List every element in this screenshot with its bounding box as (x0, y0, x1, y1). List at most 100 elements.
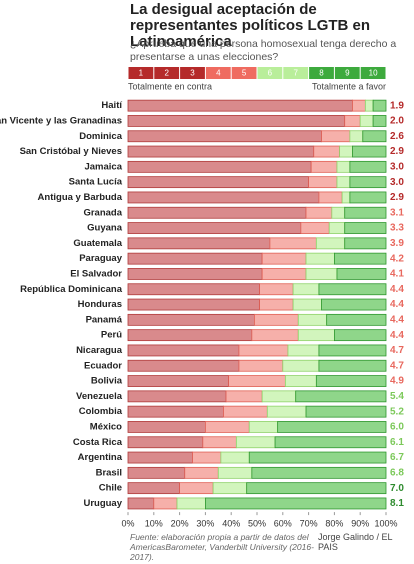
bar-segment (235, 436, 276, 449)
y-tick-label: Brasil (96, 467, 122, 478)
bar-segment (266, 405, 307, 418)
y-tick-label: Uruguay (83, 498, 122, 509)
bar-segment (318, 344, 387, 357)
y-tick-label: Jamaica (84, 161, 122, 172)
y-tick-label: Panamá (86, 314, 123, 325)
y-tick-label: Perú (101, 330, 122, 341)
bar-segment (321, 130, 351, 143)
bar-segment (153, 497, 178, 510)
legend-label: 9 (345, 69, 350, 78)
y-tick-label: Nicaragua (76, 345, 123, 356)
score-label: 6.1 (390, 437, 404, 448)
bar-segment (251, 466, 387, 479)
bar-segment (238, 359, 284, 372)
x-tick-label: 60% (274, 518, 292, 528)
legend-swatch (360, 67, 386, 79)
legend-label: 8 (319, 69, 324, 78)
legend-label: 6 (268, 69, 273, 78)
bar-segment (349, 176, 387, 189)
score-label: 6.8 (390, 467, 404, 478)
y-tick-label: Venezuela (76, 391, 123, 402)
score-label: 2.9 (390, 192, 404, 203)
bar-segment (212, 482, 248, 495)
y-tick-label: Colombia (79, 406, 123, 417)
score-label: 4.4 (390, 314, 404, 325)
bar-segment (127, 405, 224, 418)
bar-segment (277, 421, 387, 433)
bar-segment (204, 497, 387, 510)
bar-segment (318, 359, 387, 372)
bar-segment (127, 421, 206, 433)
bar-segment (349, 160, 387, 173)
bar-segment (344, 206, 387, 219)
bar-segment (349, 191, 387, 204)
x-tick-label: 100% (374, 518, 397, 528)
y-tick-label: Ecuador (84, 360, 122, 371)
score-label: 2.9 (390, 146, 404, 157)
y-tick-label: República Dominicana (20, 284, 123, 295)
bar-segment (127, 359, 240, 372)
bar-segment (127, 176, 310, 189)
bar-segment (297, 329, 335, 342)
bar-segment (305, 268, 338, 280)
bar-segment (127, 482, 180, 495)
bar-segment (295, 390, 387, 403)
bar-segment (127, 313, 255, 326)
x-tick-label: 50% (248, 518, 266, 528)
bar-segment (127, 268, 263, 280)
bar-segment (359, 115, 374, 127)
bar-segment (259, 298, 294, 311)
legend-swatch (205, 67, 231, 79)
score-label: 2.0 (390, 116, 404, 127)
bar-segment (127, 145, 315, 158)
bar-segment (321, 298, 387, 311)
bar-segment (344, 115, 361, 127)
score-label: 1.9 (390, 100, 404, 111)
bar-segment (300, 222, 330, 234)
bar-segment (372, 115, 387, 127)
bar-segment (127, 451, 193, 464)
y-tick-label: Santa Lucía (69, 177, 123, 188)
bar-segment (248, 421, 279, 433)
bar-segment (310, 160, 338, 173)
bar-segment (261, 268, 307, 280)
y-tick-label: San Cristóbal y Nieves (20, 146, 122, 157)
score-label: 4.4 (390, 284, 404, 295)
bar-segment (292, 283, 320, 296)
bar-segment (246, 482, 387, 495)
y-tick-label: Antigua y Barbuda (38, 192, 123, 203)
y-tick-label: Dominica (79, 131, 122, 142)
bar-segment (251, 329, 299, 342)
bar-segment (127, 237, 271, 250)
bar-segment (333, 252, 387, 265)
y-tick-label: Guatemala (73, 238, 122, 249)
score-label: 5.4 (390, 391, 404, 402)
bar-segment (331, 206, 346, 219)
x-tick-label: 0% (121, 518, 134, 528)
x-tick-label: 30% (196, 518, 214, 528)
bar-segment (220, 451, 250, 464)
bar-segment (127, 160, 312, 173)
score-label: 4.1 (390, 269, 404, 280)
x-tick-label: 10% (145, 518, 163, 528)
bar-segment (292, 298, 322, 311)
score-label: 4.7 (390, 360, 404, 371)
bar-segment (127, 115, 346, 127)
bar-segment (261, 252, 307, 265)
bar-segment (362, 130, 387, 143)
bar-segment (352, 99, 366, 112)
legend-swatch (283, 67, 309, 79)
bar-segment (315, 237, 346, 250)
bar-segment (287, 344, 320, 357)
x-tick-label: 70% (300, 518, 318, 528)
bar-segment (308, 176, 338, 189)
bar-segment (341, 191, 351, 204)
score-label: 3.0 (390, 177, 404, 188)
y-tick-label: México (90, 421, 122, 432)
chart-subtitle: ¿Aprueba que una persona homosexual teng… (130, 38, 397, 63)
bar-segment (202, 436, 237, 449)
y-tick-label: Honduras (78, 299, 122, 310)
bar-segment (336, 176, 351, 189)
bar-segment (127, 329, 253, 342)
score-label: 3.3 (390, 223, 404, 234)
